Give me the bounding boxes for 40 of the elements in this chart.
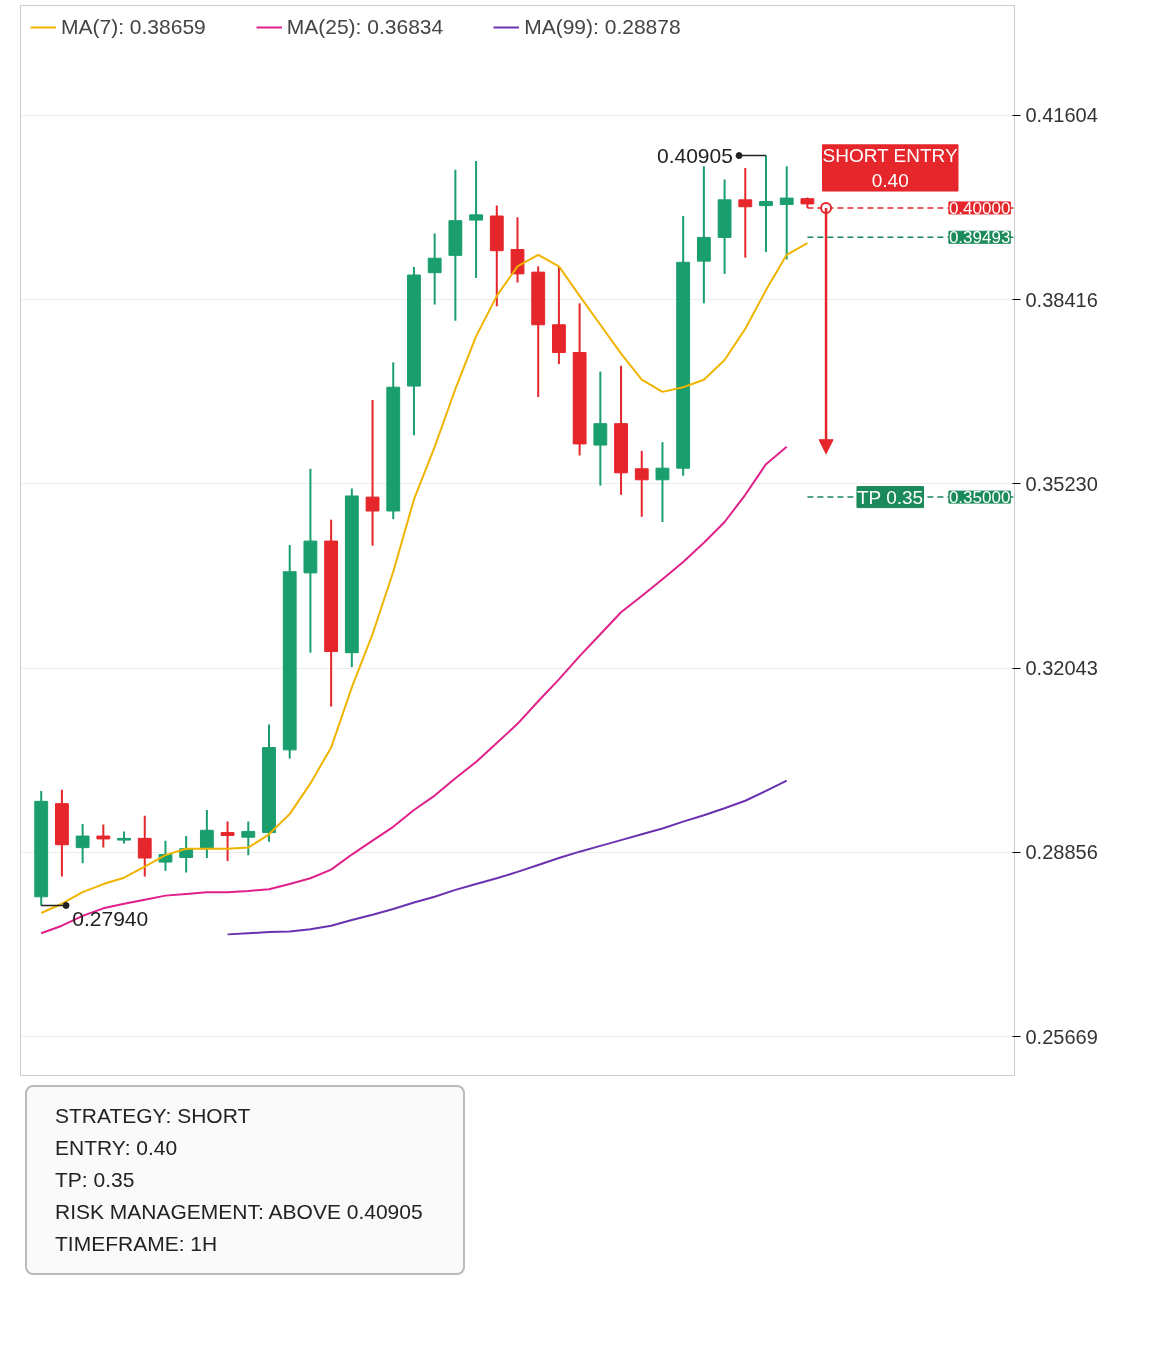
- text: RISK MANAGEMENT: ABOVE 0.40905: [55, 1199, 424, 1225]
- line-series: [40, 242, 809, 914]
- ref-line-label: 0.39493: [948, 228, 1011, 248]
- text: ENTRY: 0.40: [55, 1135, 179, 1161]
- legend-label: MA(7): 0.38659: [61, 15, 206, 39]
- candlestick: [759, 154, 773, 253]
- candlestick: [593, 370, 608, 487]
- y-tick-label: 0.32043: [1025, 657, 1098, 680]
- candlestick: [696, 165, 711, 305]
- candlestick: [779, 165, 794, 261]
- candlestick: [220, 820, 235, 862]
- candlestick: [655, 441, 670, 523]
- candlestick: [241, 820, 256, 857]
- y-tick-label: 0.25669: [1025, 1025, 1098, 1048]
- y-tick-label: 0.38416: [1025, 288, 1098, 311]
- text: TIMEFRAME: 1H: [55, 1231, 219, 1257]
- legend-label: MA(99): 0.28878: [524, 15, 681, 39]
- y-tick-label: 0.41604: [1025, 104, 1098, 127]
- candlestick: [75, 822, 90, 865]
- candlestick: [137, 814, 152, 878]
- annotation: 0.40905: [656, 143, 733, 167]
- candlestick: [427, 232, 442, 306]
- annotation: TP 0.35: [856, 486, 924, 508]
- candlestick: [96, 823, 111, 849]
- line-series: [226, 779, 788, 936]
- candlestick: [365, 398, 380, 547]
- ref-line-label: 0.35000: [948, 488, 1011, 508]
- ref-line-label: 0.40000: [948, 198, 1011, 218]
- candlestick: [738, 167, 753, 259]
- line-series: [40, 445, 788, 935]
- candlestick: [634, 449, 649, 518]
- annotation: 0.27940: [72, 907, 149, 931]
- y-tick-label: 0.28856: [1025, 841, 1098, 864]
- annotation: SHORT ENTRY 0.40: [822, 144, 958, 192]
- candlestick: [199, 809, 214, 860]
- text: STRATEGY: SHORT: [55, 1103, 252, 1129]
- y-tick-label: 0.35230: [1025, 472, 1098, 495]
- text: TP: 0.35: [55, 1167, 136, 1193]
- legend-label: MA(25): 0.36834: [286, 15, 444, 39]
- candlestick: [469, 160, 483, 279]
